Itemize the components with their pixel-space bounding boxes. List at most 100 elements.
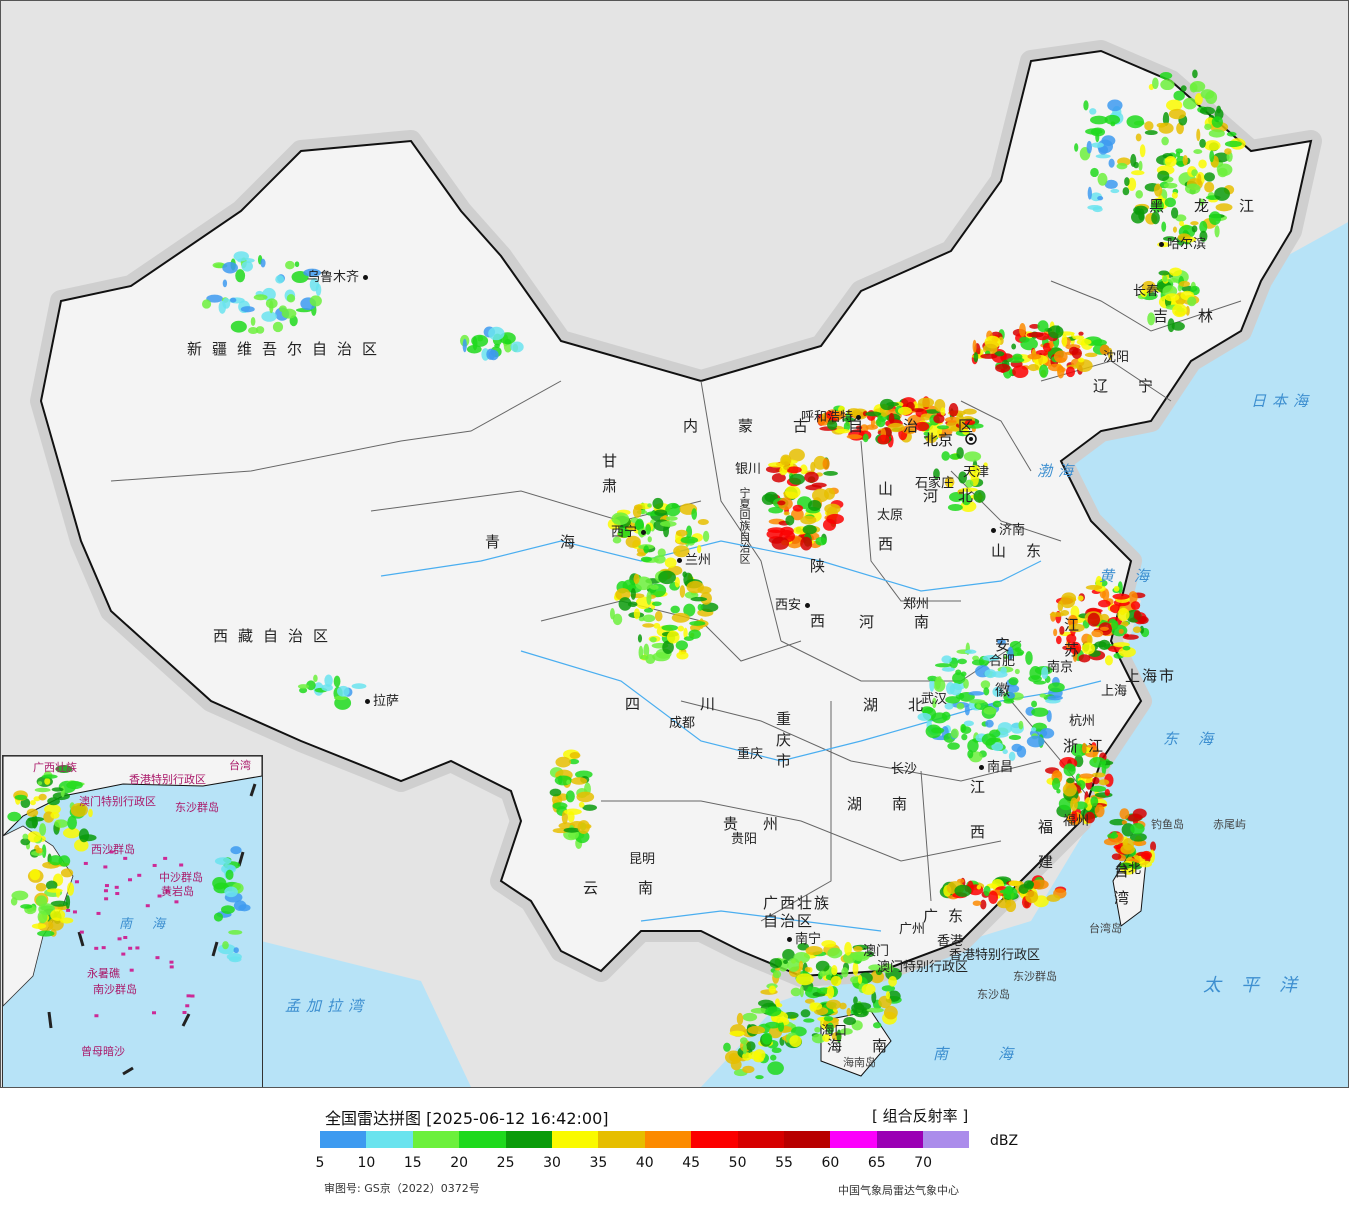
inset-island-marker	[129, 968, 134, 972]
sea-label-bengal: 孟加拉湾	[285, 997, 370, 1015]
radar-echo	[758, 999, 774, 1007]
radar-echo	[637, 634, 643, 643]
radar-echo	[568, 758, 580, 765]
radar-echo	[65, 895, 71, 909]
radar-echo	[222, 941, 229, 950]
radar-echo	[1056, 788, 1061, 794]
inset-label-yongshu: 永暑礁	[87, 967, 120, 980]
radar-echo	[686, 580, 704, 594]
inset-label-taiwan: 台湾	[229, 759, 251, 772]
radar-echo	[1097, 196, 1104, 201]
province-label-jiangxi: 江西	[968, 779, 986, 869]
radar-echo	[960, 487, 978, 492]
radar-echo	[771, 1047, 782, 1054]
radar-echo	[55, 765, 73, 774]
radar-echo	[38, 793, 47, 801]
radar-echo	[972, 339, 977, 353]
inset-label-hongkong: 香港特别行政区	[129, 773, 206, 786]
radar-echo	[755, 1075, 764, 1080]
radar-echo	[1104, 179, 1118, 189]
province-label-fujian: 福建	[1036, 819, 1054, 889]
radar-echo	[217, 944, 236, 955]
radar-echo	[224, 886, 238, 898]
radar-echo	[1065, 366, 1076, 378]
inset-label-guangxi: 广西壮族	[33, 761, 77, 774]
radar-echo	[841, 967, 849, 978]
radar-echo	[60, 785, 65, 798]
radar-echo	[761, 1032, 773, 1045]
inset-island-marker	[104, 897, 109, 901]
radar-echo	[995, 363, 1011, 373]
radar-echo	[1074, 143, 1079, 152]
radar-echo	[887, 422, 905, 433]
legend-tick-label: 5	[315, 1155, 325, 1171]
city-label-taiyuan: 太原	[877, 508, 904, 523]
radar-echo	[784, 485, 801, 499]
radar-echo	[972, 655, 980, 661]
radar-echo	[777, 500, 786, 506]
inset-island-marker	[101, 946, 106, 950]
radar-echo	[795, 973, 814, 986]
sea-label-japan-sea: 日本海	[1251, 392, 1315, 410]
radar-echo	[260, 258, 266, 268]
radar-echo	[931, 727, 945, 734]
radar-echo	[1167, 278, 1179, 283]
radar-echo	[766, 529, 783, 539]
radar-echo	[789, 1035, 802, 1048]
radar-echo	[1120, 844, 1136, 855]
radar-echo	[925, 434, 937, 444]
radar-echo	[1039, 364, 1049, 378]
radar-echo	[74, 839, 89, 852]
radar-echo	[963, 720, 974, 727]
province-label-neimenggu: 内蒙古自治区	[683, 417, 1014, 435]
radar-echo	[1028, 331, 1044, 338]
radar-echo	[1135, 133, 1142, 142]
radar-echo	[1092, 206, 1103, 213]
radar-echo	[35, 882, 47, 892]
radar-echo	[577, 820, 590, 834]
radar-echo	[780, 526, 794, 536]
radar-echo	[1002, 749, 1008, 755]
radar-echo	[45, 880, 58, 891]
legend-tick-label: 25	[496, 1155, 515, 1171]
radar-echo	[269, 300, 274, 314]
radar-echo	[14, 794, 28, 801]
radar-echo	[688, 629, 701, 640]
radar-echo	[861, 983, 876, 995]
radar-echo	[1139, 625, 1145, 634]
radar-echo	[846, 434, 863, 440]
radar-echo	[888, 975, 897, 987]
radar-echo	[571, 777, 588, 785]
radar-echo	[1090, 167, 1099, 178]
radar-echo	[965, 479, 974, 488]
city-label-nanning: 南宁	[787, 933, 821, 946]
legend-swatch	[783, 1131, 831, 1148]
radar-echo	[742, 1052, 752, 1061]
radar-echo	[569, 751, 581, 759]
legend-title: 全国雷达拼图 [2025-06-12 16:42:00]	[325, 1109, 609, 1128]
radar-echo	[696, 545, 702, 554]
radar-echo	[1049, 341, 1054, 349]
radar-echo	[618, 597, 632, 611]
radar-echo	[1086, 634, 1093, 646]
radar-echo	[843, 421, 851, 432]
radar-echo	[54, 819, 69, 828]
city-label-guangzhou: 广州	[899, 922, 926, 937]
radar-echo	[983, 885, 991, 897]
inset-island-marker	[169, 960, 174, 964]
inset-island-marker	[121, 952, 126, 956]
radar-echo	[842, 417, 856, 422]
radar-echo	[222, 261, 238, 274]
radar-echo	[1204, 140, 1221, 151]
radar-echo	[1151, 211, 1160, 225]
province-label-hunan: 湖南	[847, 795, 938, 813]
radar-echo	[272, 321, 284, 333]
province-label-shaanxi: 陕西	[808, 558, 826, 668]
radar-echo	[48, 917, 64, 931]
radar-echo	[836, 1029, 842, 1043]
radar-echo	[34, 787, 51, 793]
radar-echo	[1153, 183, 1163, 197]
radar-echo	[1117, 581, 1123, 594]
radar-echo	[1113, 844, 1121, 850]
radar-echo	[1098, 599, 1111, 608]
